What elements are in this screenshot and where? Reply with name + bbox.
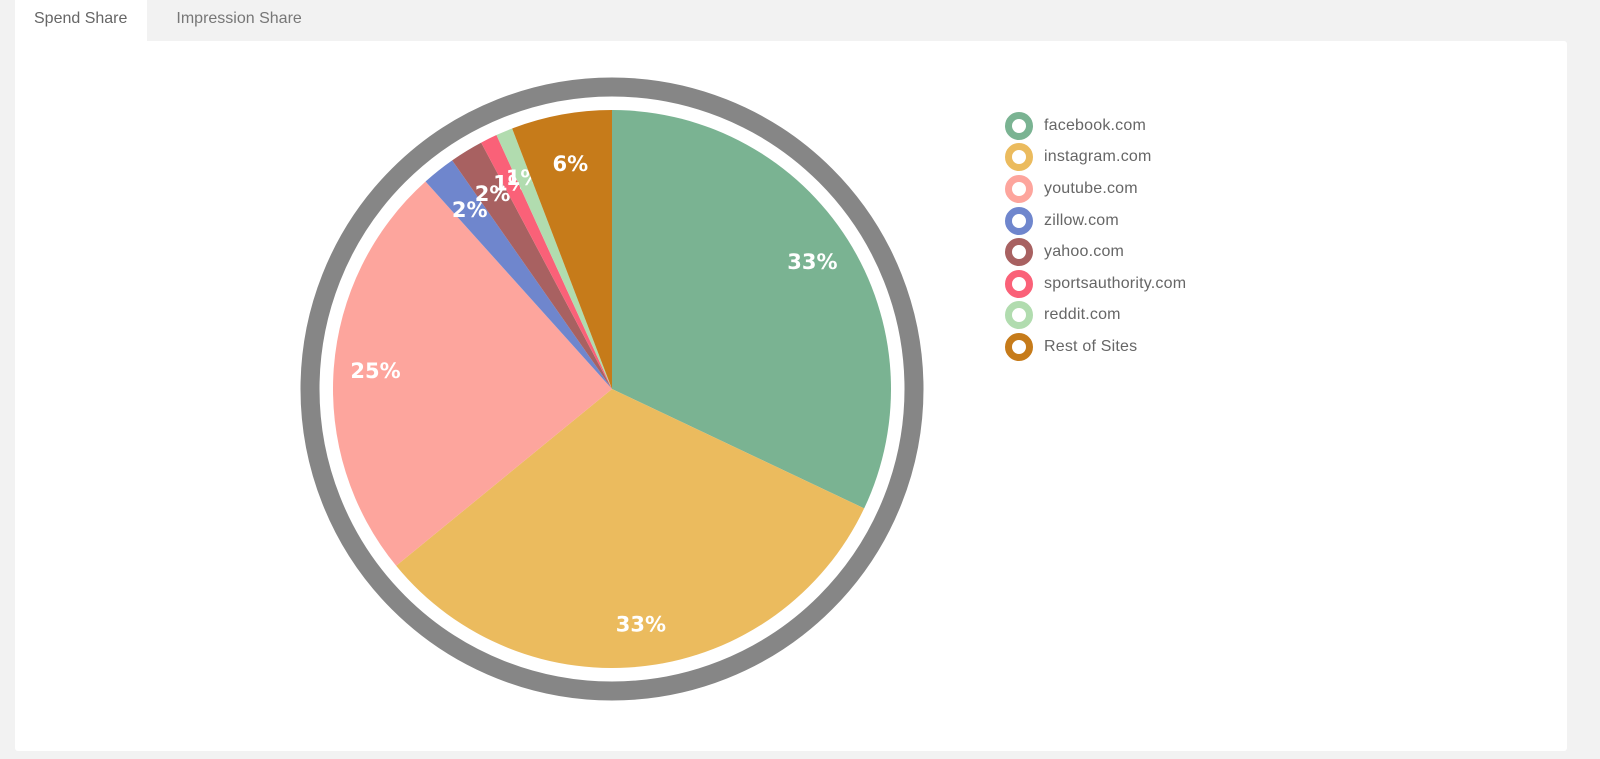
legend-item-reddit-com[interactable]: reddit.com [1005,300,1186,332]
legend-swatch-icon [1005,111,1033,140]
pie-slice-reddit-com[interactable] [496,128,612,389]
chart-tabs: Spend Share Impression Share [15,0,331,41]
legend-item-yahoo-com[interactable]: yahoo.com [1005,236,1186,268]
legend-swatch-icon [1005,301,1033,330]
legend-label: Rest of Sites [1044,337,1138,355]
legend-swatch-icon [1005,143,1033,172]
legend-label: yahoo.com [1044,243,1125,261]
chart-panel: 33% 33% 25% 2% 2% 1% 1% 6% facebook.com instagra… [15,41,1567,751]
legend-item-youtube-com[interactable]: youtube.com [1005,173,1186,205]
legend-swatch-icon [1005,238,1033,267]
pie-chart: 33%33%25%2%2%1%1%6% [300,77,924,701]
legend-label: sportsauthority.com [1044,274,1187,292]
legend-item-zillow-com[interactable]: zillow.com [1005,205,1186,237]
chart-legend: facebook.com instagram.com youtube.com zill… [1005,110,1186,363]
legend-label: zillow.com [1044,211,1119,229]
pie-slice-value-label: 33% [787,250,837,274]
pie-outer-ring [300,77,924,701]
pie-slice-value-label: 33% [616,612,666,636]
legend-item-instagram-com[interactable]: instagram.com [1005,142,1186,174]
legend-swatch-icon [1005,174,1033,203]
pie-slice-facebook-com[interactable] [612,110,891,509]
legend-item-sportsauthority-com[interactable]: sportsauthority.com [1005,268,1186,300]
tab-spend-share[interactable]: Spend Share [15,0,148,41]
tab-impression-share[interactable]: Impression Share [176,10,302,27]
pie-slice-instagram-com[interactable] [396,389,865,668]
legend-label: facebook.com [1044,116,1147,134]
pie-slice-value-label: 25% [350,359,400,383]
legend-item-facebook-com[interactable]: facebook.com [1005,110,1186,142]
legend-label: reddit.com [1044,306,1121,324]
pie-slice-rest-of-sites[interactable] [512,110,612,389]
pie-slice-zillow-com[interactable] [425,160,612,389]
legend-swatch-icon [1005,332,1033,361]
pie-slice-yahoo-com[interactable] [452,142,612,389]
pie-slice-youtube-com[interactable] [333,181,612,566]
legend-label: instagram.com [1044,148,1152,166]
legend-item-rest-of-sites[interactable]: Rest of Sites [1005,331,1186,363]
pie-slice-value-label: 6% [553,152,589,176]
legend-swatch-icon [1005,269,1033,298]
legend-swatch-icon [1005,206,1033,235]
pie-slice-sportsauthority-com[interactable] [481,135,612,389]
legend-label: youtube.com [1044,179,1138,197]
